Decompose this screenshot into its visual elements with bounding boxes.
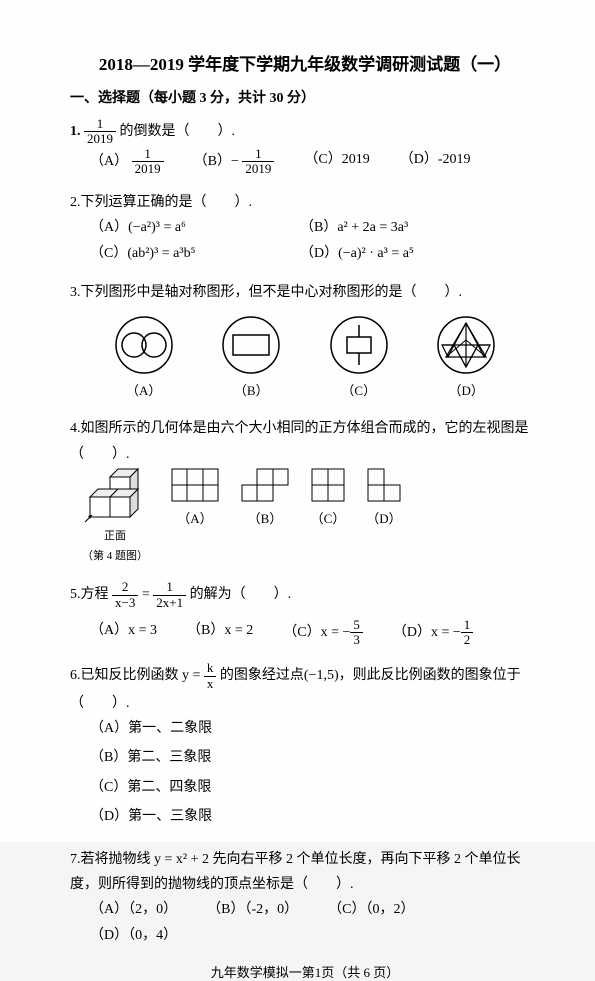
q1-opt-b: （B）− 12019 [194, 147, 275, 177]
q5-opt-b: （B）x = 2 [187, 618, 253, 648]
q1-opt-c: （C）2019 [304, 147, 369, 177]
q4-opt-b: （B） [240, 467, 290, 530]
q5-opt-c: （C）x = −53 [283, 618, 363, 648]
q4-opt-d: （D） [366, 467, 402, 530]
q3-stem: 3.下列图形中是轴对称图形，但不是中心对称图形的是（ ）. [70, 280, 540, 305]
q7-stem: 7.若将抛物线 y = x² + 2 先向右平移 2 个单位长度，再向下平移 2… [70, 847, 540, 897]
question-1: 1. 1 2019 的倒数是（ ）. （A） 12019 （B）− 12019 … [70, 117, 540, 176]
q2-opt-c: （C）(ab²)³ = a³b⁵ [90, 241, 270, 266]
q4-opt-a: （A） [170, 467, 220, 530]
question-2: 2.下列运算正确的是（ ）. （A）(−a²)³ = a⁶ （B）a² + 2a… [70, 190, 540, 266]
q7-opt-d: （D）（0，4） [90, 923, 177, 948]
q6-stem-pre: 6.已知反比例函数 y = [70, 669, 204, 684]
q1-opt-a: （A） 12019 [90, 147, 164, 177]
q3-shape-a: （A） [114, 315, 174, 402]
q2-stem: 2.下列运算正确的是（ ）. [70, 190, 540, 215]
question-4: 4.如图所示的几何体是由六个大小相同的正方体组合而成的，它的左视图是（ ）. 正… [70, 416, 540, 566]
q6-opt-b: （B）第二、三象限 [90, 745, 293, 770]
q6-opt-a: （A）第一、二象限 [90, 716, 293, 741]
q7-opt-a: （A）（2，0） [90, 897, 177, 922]
q3-shape-d: （D） [436, 315, 496, 402]
q7-opt-c: （C）（0，2） [328, 897, 414, 922]
q6-opt-d: （D）第一、三象限 [90, 804, 293, 829]
q3-shape-b: （B） [221, 315, 281, 402]
q5-stem-pre: 5.方程 [70, 587, 112, 602]
q1-frac: 1 2019 [84, 117, 116, 147]
q5-opt-a: （A）x = 3 [90, 618, 157, 648]
q4-stem: 4.如图所示的几何体是由六个大小相同的正方体组合而成的，它的左视图是（ ）. [70, 416, 540, 466]
q1-stem-post: 的倒数是（ ）. [120, 124, 236, 139]
q5-stem-post: 的解为（ ）. [190, 587, 292, 602]
question-5: 5.方程 2x−3 = 12x+1 的解为（ ）. （A）x = 3 （B）x … [70, 580, 540, 647]
page-title: 2018—2019 学年度下学期九年级数学调研测试题（一） [70, 50, 540, 75]
question-6: 6.已知反比例函数 y = kx 的图象经过点(−1,5)，则此反比例函数的图象… [70, 661, 540, 833]
q5-opt-d: （D）x = −12 [393, 618, 473, 648]
page-footer: 九年数学模拟一第1页（共 6 页） [70, 962, 540, 981]
question-3: 3.下列图形中是轴对称图形，但不是中心对称图形的是（ ）. （A） （B） （C… [70, 280, 540, 403]
exam-page: 2018—2019 学年度下学期九年级数学调研测试题（一） 一、选择题（每小题 … [0, 0, 595, 842]
q3-shape-c: （C） [329, 315, 389, 402]
q4-opt-c: （C） [310, 467, 346, 530]
q2-opt-d: （D）(−a)² · a³ = a⁵ [300, 241, 414, 266]
q4-solid-figure: 正面 （第 4 题图） [80, 467, 150, 567]
q2-opt-a: （A）(−a²)³ = a⁶ [90, 215, 270, 240]
q1-opt-d: （D）-2019 [400, 147, 471, 177]
question-7: 7.若将抛物线 y = x² + 2 先向右平移 2 个单位长度，再向下平移 2… [70, 847, 540, 948]
section-header: 一、选择题（每小题 3 分，共计 30 分） [70, 87, 540, 107]
q7-opt-b: （B）（-2，0） [207, 897, 298, 922]
q1-stem-pre: 1. [70, 124, 84, 139]
q2-opt-b: （B）a² + 2a = 3a³ [300, 215, 408, 240]
q6-opt-c: （C）第二、四象限 [90, 775, 293, 800]
